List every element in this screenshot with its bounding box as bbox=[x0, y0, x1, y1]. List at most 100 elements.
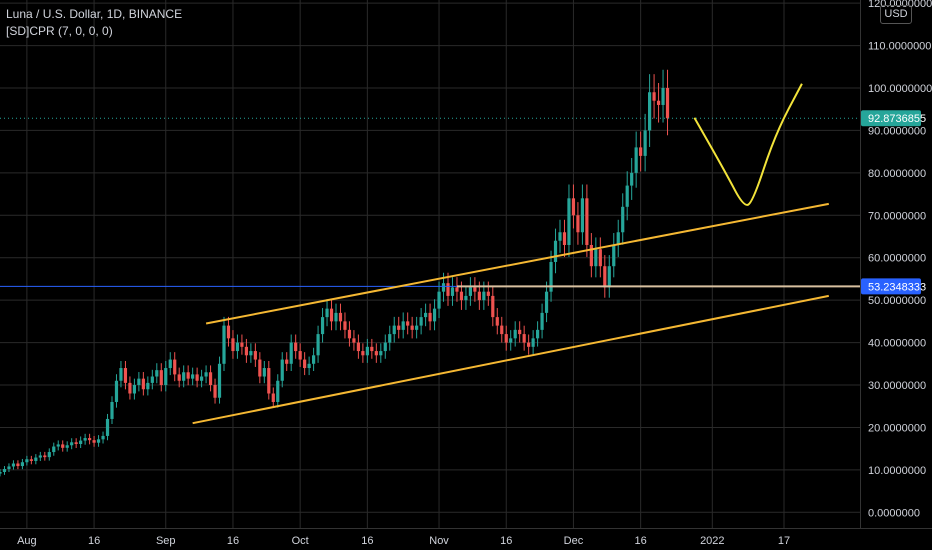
candle-body bbox=[11, 463, 16, 467]
y-tick-label: 40.0000000 bbox=[868, 338, 926, 350]
candle-body bbox=[235, 342, 240, 352]
y-tick-label: 110.0000000 bbox=[868, 41, 931, 53]
candle-body bbox=[177, 374, 181, 381]
candle-body bbox=[352, 338, 356, 343]
candle-body bbox=[356, 342, 360, 352]
candle-body bbox=[459, 291, 464, 301]
candle-body bbox=[441, 283, 446, 292]
candle-body bbox=[182, 372, 186, 381]
candle-body bbox=[79, 440, 83, 444]
candle-body bbox=[607, 266, 611, 288]
candle-body bbox=[518, 329, 522, 335]
candle-body bbox=[294, 342, 298, 352]
candle-body bbox=[320, 317, 325, 335]
candle-body bbox=[110, 401, 114, 419]
candle-body bbox=[450, 287, 455, 296]
y-axis-labels: 0.0000000 10.0000000 20.0000000 30.0000000 4… bbox=[868, 0, 932, 519]
candle-body bbox=[540, 312, 544, 330]
y-tick-label: 30.0000000 bbox=[868, 380, 926, 392]
candle-body bbox=[155, 370, 159, 377]
candle-body bbox=[200, 376, 204, 381]
candle-body bbox=[65, 445, 69, 448]
candle-body bbox=[52, 446, 56, 453]
candle-body bbox=[589, 244, 593, 267]
candle-body bbox=[347, 329, 352, 339]
candle-body bbox=[74, 442, 78, 444]
currency-button[interactable]: USD bbox=[880, 5, 912, 24]
projection-curve bbox=[693, 83, 803, 206]
candle-body bbox=[361, 351, 365, 356]
x-tick-label: 16 bbox=[635, 535, 647, 547]
candle-body bbox=[271, 393, 275, 402]
candle-body bbox=[379, 351, 383, 356]
candle-body bbox=[643, 130, 647, 156]
candle-body bbox=[652, 92, 656, 101]
candle-body bbox=[92, 440, 96, 443]
candle-body bbox=[370, 346, 374, 352]
candle-body bbox=[213, 385, 217, 398]
candle-body bbox=[482, 291, 486, 301]
candle-body bbox=[307, 363, 311, 369]
candle-body bbox=[446, 283, 450, 296]
candle-body bbox=[226, 325, 231, 339]
candle-body bbox=[137, 378, 141, 386]
candle-body bbox=[500, 325, 504, 335]
candle-body bbox=[168, 359, 172, 369]
y-tick-label: 90.0000000 bbox=[868, 125, 926, 137]
y-tick-label: 60.0000000 bbox=[868, 253, 926, 265]
candle-body bbox=[397, 325, 401, 330]
candle-body bbox=[43, 455, 47, 458]
candle-body bbox=[536, 329, 540, 339]
candle-body bbox=[123, 368, 128, 383]
candle-body bbox=[571, 198, 576, 216]
candle-body bbox=[191, 374, 195, 379]
candle-body bbox=[522, 334, 526, 343]
candle-body bbox=[630, 172, 634, 186]
candle-body bbox=[374, 351, 378, 356]
candle-body bbox=[88, 438, 92, 441]
candle-body bbox=[70, 442, 74, 446]
candle-body bbox=[217, 363, 222, 398]
candle-body bbox=[410, 325, 414, 330]
candle-body bbox=[29, 459, 33, 461]
candle-body bbox=[437, 291, 441, 309]
last-price-badge: 92.8736855 bbox=[868, 113, 926, 125]
grid-lines bbox=[0, 0, 860, 528]
candle-body bbox=[383, 342, 387, 352]
candle-body bbox=[661, 88, 665, 105]
candle-body bbox=[634, 147, 638, 173]
candle-body bbox=[495, 317, 499, 326]
candle-body bbox=[562, 232, 567, 245]
indicator-label[interactable]: [SD]CPR (7, 0, 0, 0) bbox=[6, 24, 113, 38]
y-tick-label: 80.0000000 bbox=[868, 168, 926, 180]
y-tick-label: 50.0000000 bbox=[868, 295, 926, 307]
level-price-badge-bg bbox=[861, 278, 921, 295]
candle-body bbox=[159, 370, 163, 386]
candle-body bbox=[253, 351, 257, 360]
candle-body bbox=[464, 295, 468, 301]
candle-body bbox=[401, 321, 405, 330]
candle-body bbox=[549, 261, 553, 292]
candle-body bbox=[164, 368, 168, 386]
channel-upper-trendline bbox=[205, 202, 829, 325]
candle-body bbox=[338, 312, 343, 322]
candle-body bbox=[195, 374, 199, 381]
candle-body bbox=[258, 359, 262, 377]
candle-body bbox=[298, 351, 302, 360]
candle-body bbox=[244, 346, 248, 356]
level-price-badge: 53.2348333 bbox=[868, 281, 926, 293]
candle-body bbox=[616, 232, 620, 245]
candle-body bbox=[0, 471, 2, 474]
candle-body bbox=[468, 287, 472, 296]
x-tick-label: 2022 bbox=[700, 535, 724, 547]
candle-body bbox=[639, 147, 643, 156]
candle-body bbox=[473, 287, 477, 292]
y-tick-label: 10.0000000 bbox=[868, 465, 926, 477]
candle-body bbox=[428, 312, 432, 322]
candle-body bbox=[222, 325, 226, 364]
candle-body bbox=[477, 291, 481, 301]
candle-body bbox=[47, 452, 51, 458]
candle-body bbox=[513, 329, 517, 339]
symbol-title[interactable]: Luna / U.S. Dollar, 1D, BINANCE bbox=[6, 7, 183, 21]
